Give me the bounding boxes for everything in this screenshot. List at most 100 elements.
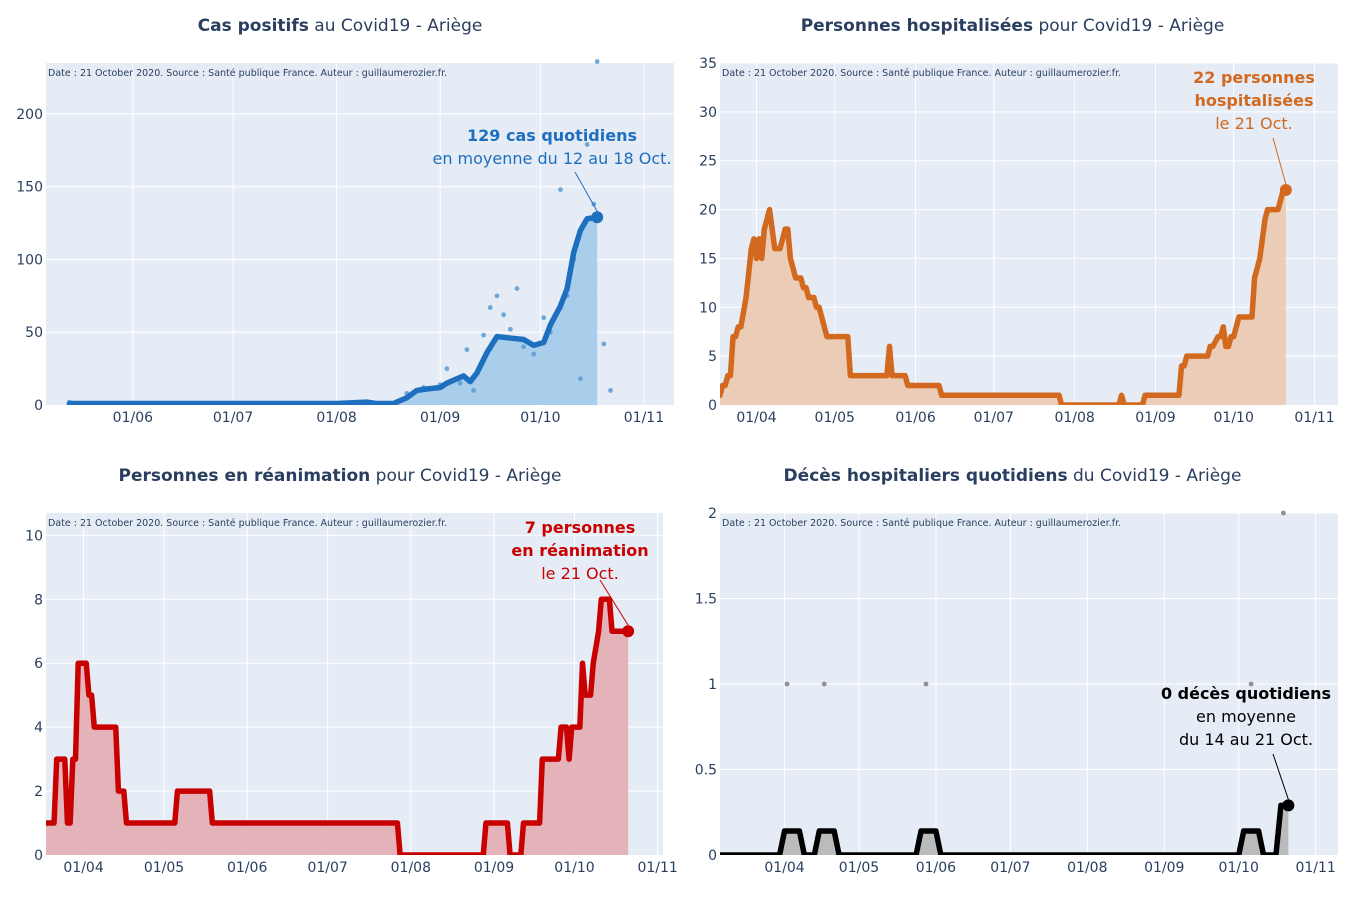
y-tick-label: 25 <box>699 154 717 170</box>
x-tick-label: 01/08 <box>1067 860 1107 876</box>
series-group <box>66 59 613 405</box>
data-point <box>558 187 563 193</box>
y-tick-label: 6 <box>34 656 43 672</box>
x-tick-label: 01/07 <box>307 860 347 876</box>
source-note: Date : 21 October 2020. Source : Santé p… <box>722 68 1121 79</box>
annotation-line: 129 cas quotidiens <box>467 126 637 145</box>
x-tick-label: 01/06 <box>895 410 935 426</box>
annotation-leader <box>599 579 629 626</box>
data-point <box>594 59 600 64</box>
y-tick-label: 2 <box>34 784 43 800</box>
y-tick-label: 0 <box>708 398 717 414</box>
series-group <box>46 596 631 855</box>
chart-title: Cas positifs au Covid19 - Ariège <box>0 16 680 36</box>
x-tick-label: 01/09 <box>1135 410 1175 426</box>
data-point <box>541 315 547 321</box>
y-tick-label: 1 <box>708 677 717 693</box>
x-tick-label: 01/05 <box>839 860 879 876</box>
annotation-line: 7 personnes <box>525 518 636 537</box>
series-line <box>66 214 600 405</box>
chart-title-bold: Personnes hospitalisées <box>800 16 1034 36</box>
x-tick-label: 01/11 <box>624 410 664 426</box>
data-point <box>1248 681 1254 687</box>
chart-panel-deces: Décès hospitaliers quotidiens du Covid19… <box>675 450 1350 900</box>
chart-title-bold: Cas positifs <box>197 16 309 36</box>
x-tick-label: 01/10 <box>554 860 594 876</box>
series-line <box>46 596 631 855</box>
x-tick-label: 01/10 <box>520 410 560 426</box>
data-point <box>457 380 463 386</box>
chart-title: Personnes en réanimation pour Covid19 - … <box>0 466 680 486</box>
chart-panel-hospitalisations: Personnes hospitalisées pour Covid19 - A… <box>675 0 1350 450</box>
x-tick-label: 01/08 <box>316 410 356 426</box>
y-tick-label: 200 <box>16 107 43 123</box>
chart-title-bold: Décès hospitaliers quotidiens <box>783 466 1068 486</box>
data-point <box>1280 510 1286 516</box>
chart-title-bold: Personnes en réanimation <box>118 466 371 486</box>
x-tick-label: 01/08 <box>391 860 431 876</box>
series-area <box>720 190 1286 405</box>
y-tick-label: 0 <box>34 848 43 864</box>
y-tick-label: 4 <box>34 720 43 736</box>
x-tick-label: 01/09 <box>474 860 514 876</box>
x-tick-label: 01/07 <box>990 860 1030 876</box>
y-tick-label: 5 <box>708 349 717 365</box>
chart-title-rest: au Covid19 - Ariège <box>308 16 483 36</box>
data-point <box>821 681 827 687</box>
y-tick-label: 0.5 <box>695 763 717 779</box>
annotation-line: 22 personnes <box>1193 68 1315 87</box>
data-point <box>531 351 537 357</box>
data-point <box>514 286 520 291</box>
chart-panel-cas-positifs: Cas positifs au Covid19 - Ariège 0 50 100 1… <box>0 0 680 450</box>
data-point <box>923 681 929 687</box>
data-point <box>487 305 493 310</box>
y-tick-label: 1.5 <box>695 592 717 608</box>
x-tick-label: 01/04 <box>736 410 776 426</box>
source-note: Date : 21 October 2020. Source : Santé p… <box>48 518 447 529</box>
hospitalisations-chart: 0 5 10 15 20 25 30 35 01/04 01/05 01/06 01/07 01/08 0… <box>699 56 1338 426</box>
data-point <box>501 312 507 318</box>
data-point <box>601 341 607 347</box>
x-tick-label: 01/07 <box>974 410 1014 426</box>
chart-panel-reanimation: Personnes en réanimation pour Covid19 - … <box>0 450 680 900</box>
source-note: Date : 21 October 2020. Source : Santé p… <box>48 68 447 79</box>
y-tick-label: 15 <box>699 251 717 267</box>
annotation-leader <box>574 171 598 212</box>
y-tick-label: 35 <box>699 56 717 72</box>
x-tick-label: 01/04 <box>764 860 804 876</box>
y-tick-label: 100 <box>16 252 43 268</box>
data-point <box>464 347 470 353</box>
series-area <box>69 217 598 405</box>
annotation-line: 0 décès quotidiens <box>1161 684 1331 703</box>
annotation-line: en réanimation <box>511 541 648 560</box>
y-tick-label: 10 <box>699 300 717 316</box>
x-tick-label: 01/06 <box>916 860 956 876</box>
series-group <box>720 510 1292 855</box>
y-tick-label: 20 <box>699 203 717 219</box>
y-tick-label: 30 <box>699 105 717 121</box>
chart-title-rest: du Covid19 - Ariège <box>1067 466 1242 486</box>
x-tick-label: 01/11 <box>1294 410 1334 426</box>
series-group <box>720 187 1289 405</box>
x-tick-label: 01/06 <box>227 860 267 876</box>
chart-title-rest: pour Covid19 - Ariège <box>1033 16 1225 36</box>
data-point <box>584 142 590 147</box>
annotation-leader <box>1272 137 1287 185</box>
y-tick-label: 8 <box>34 592 43 608</box>
reanimation-chart: 0 2 4 6 8 10 01/04 01/05 01/06 01/07 01/08 01/09 01/… <box>25 513 678 876</box>
cas-positifs-chart: 0 50 100 150 200 01/06 01/07 01/08 01/09 01/10 01/… <box>16 59 674 426</box>
series-line <box>720 802 1292 855</box>
chart-title-rest: pour Covid19 - Ariège <box>370 466 562 486</box>
x-tick-label: 01/05 <box>815 410 855 426</box>
annotation-line: du 14 au 21 Oct. <box>1179 730 1313 749</box>
last-value-marker <box>1282 799 1295 812</box>
data-point <box>784 681 790 687</box>
y-tick-label: 2 <box>708 506 717 522</box>
data-point <box>521 344 527 350</box>
x-tick-label: 01/04 <box>63 860 103 876</box>
series-line <box>720 187 1289 405</box>
annotation-line: le 21 Oct. <box>1215 114 1293 133</box>
annotation-leader <box>1272 753 1289 800</box>
data-point <box>494 293 500 299</box>
data-point <box>444 366 450 372</box>
